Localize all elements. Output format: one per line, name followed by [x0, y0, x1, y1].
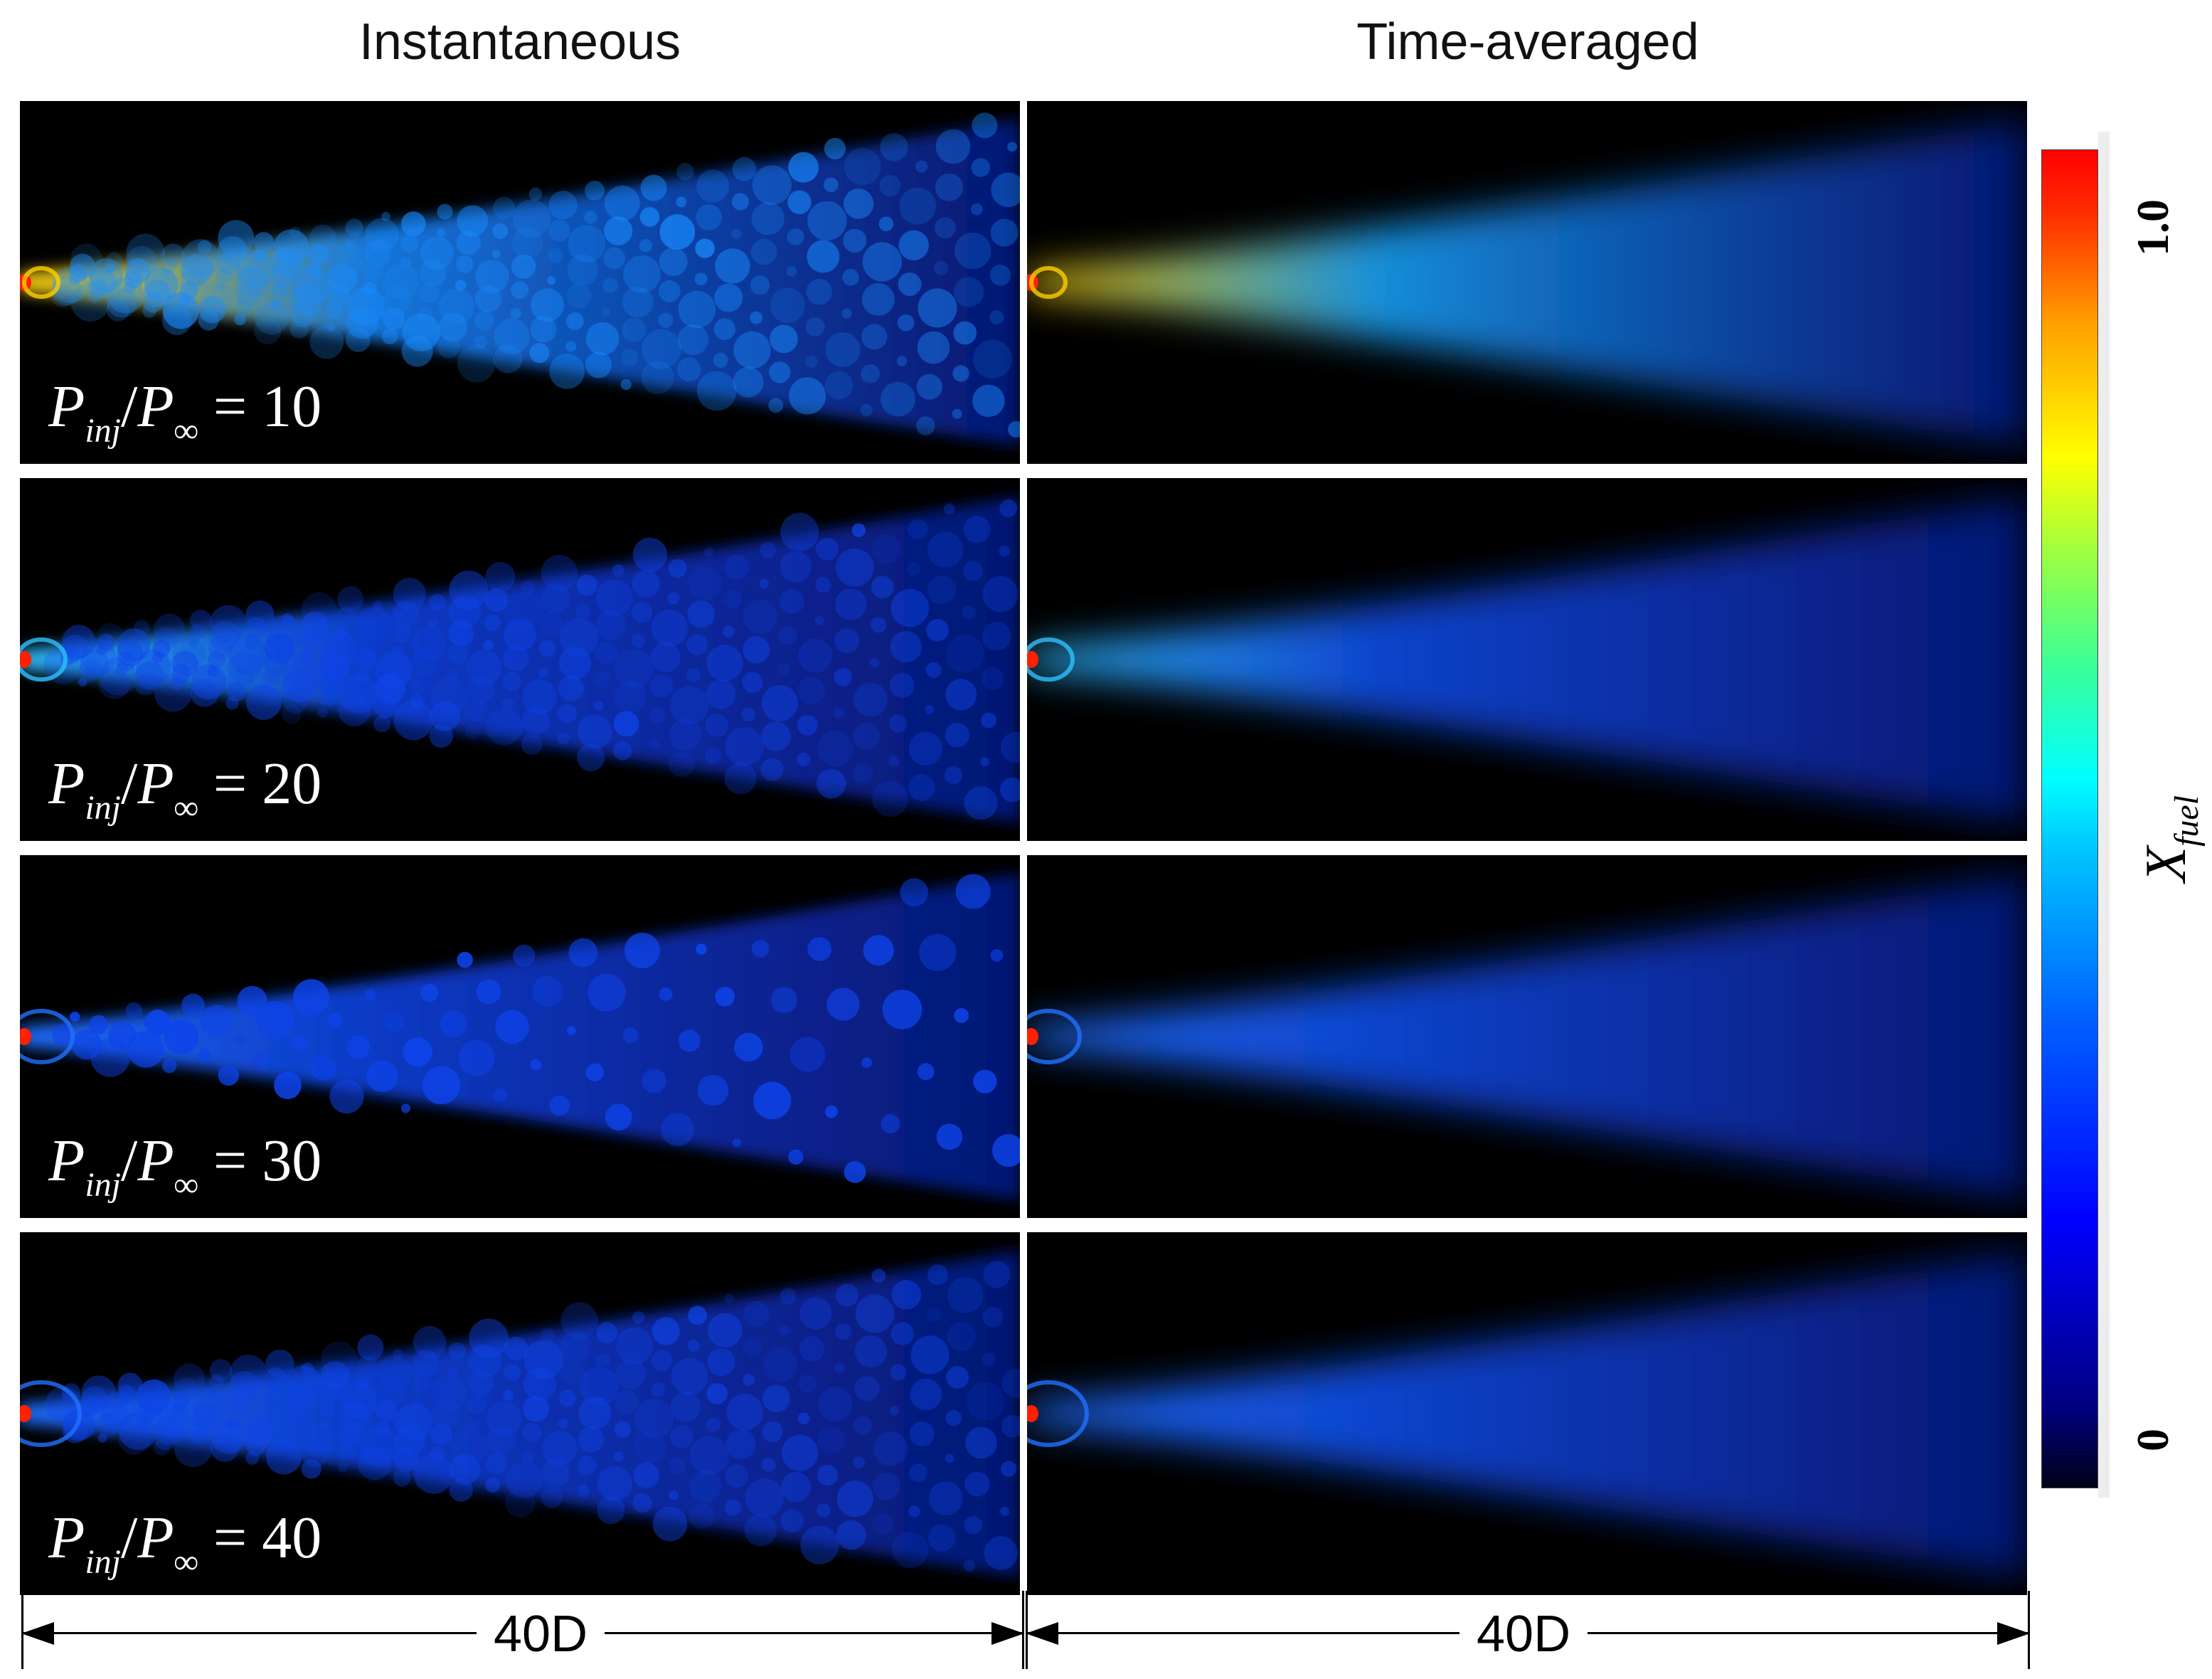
pressure-ratio-label: Pinj/P∞ = 30 [48, 1131, 321, 1202]
instantaneous-panel-4: Pinj/P∞ = 40 [20, 1232, 1020, 1595]
colorbar [2041, 149, 2098, 1488]
ratio-sub-inj: inj [85, 412, 121, 450]
ratio-equals: = [198, 1128, 262, 1194]
ratio-sub-inf: ∞ [174, 1166, 198, 1204]
ratio-p-inf: P [137, 751, 174, 817]
instantaneous-panel-3: Pinj/P∞ = 30 [20, 855, 1020, 1218]
instantaneous-panel-1: Pinj/P∞ = 10 [20, 101, 1020, 464]
plume-image [20, 478, 1020, 841]
ratio-value: 40 [262, 1505, 322, 1571]
ratio-value: 10 [262, 374, 322, 440]
ratio-p-inf: P [137, 1128, 174, 1194]
ratio-sub-inj: inj [85, 1543, 121, 1581]
time-averaged-panel-3 [1027, 855, 2027, 1218]
ratio-sub-inf: ∞ [174, 412, 198, 450]
ratio-slash: / [120, 751, 138, 817]
ratio-p-inf: P [137, 1505, 174, 1571]
ratio-sub-inj: inj [85, 789, 121, 827]
colorbar-title-main: X [2133, 846, 2198, 882]
ratio-sub-inj: inj [85, 1166, 121, 1204]
ratio-p-inf: P [137, 374, 174, 440]
plume-image [20, 855, 1020, 1218]
pressure-ratio-label: Pinj/P∞ = 20 [48, 754, 321, 825]
plume-image [1027, 478, 2027, 841]
colorbar-title-sub: fuel [2168, 795, 2206, 847]
colorbar-min-label: 0 [2127, 1429, 2178, 1451]
ratio-sub-inf: ∞ [174, 1543, 198, 1581]
colorbar-max-label: 1.0 [2127, 199, 2178, 256]
column-title-instantaneous: Instantaneous [358, 14, 681, 70]
ratio-equals: = [198, 751, 262, 817]
arrow-right-icon [991, 1622, 1024, 1645]
ratio-value: 20 [262, 751, 322, 817]
ratio-value: 30 [262, 1128, 322, 1194]
ratio-p-inj: P [48, 1128, 85, 1194]
plume-image [1027, 855, 2027, 1218]
plume-image [20, 101, 1020, 464]
ratio-p-inj: P [48, 751, 85, 817]
column-title-time-averaged: Time-averaged [1356, 14, 1699, 70]
colorbar-title: Xfuel [2132, 795, 2206, 882]
scalebar-right-label: 40D [1459, 1605, 1588, 1663]
plume-image [20, 1232, 1020, 1595]
scalebar-left: 40D [21, 1591, 1024, 1676]
plume-image [1027, 1232, 2027, 1595]
arrow-left-icon [1026, 1622, 1058, 1645]
ratio-sub-inf: ∞ [174, 789, 198, 827]
time-averaged-panel-2 [1027, 478, 2027, 841]
ratio-slash: / [120, 1128, 138, 1194]
plume-image [1027, 101, 2027, 464]
scalebar-left-label: 40D [477, 1605, 605, 1663]
scalebar-right: 40D [1026, 1591, 2030, 1676]
ratio-slash: / [120, 1505, 138, 1571]
arrow-right-icon [1997, 1622, 2030, 1645]
ratio-equals: = [198, 374, 262, 440]
instantaneous-panel-2: Pinj/P∞ = 20 [20, 478, 1020, 841]
colorbar-shadow [2098, 132, 2110, 1498]
pressure-ratio-label: Pinj/P∞ = 40 [48, 1508, 321, 1579]
ratio-p-inj: P [48, 374, 85, 440]
ratio-slash: / [120, 374, 138, 440]
ratio-equals: = [198, 1505, 262, 1571]
ratio-p-inj: P [48, 1505, 85, 1571]
pressure-ratio-label: Pinj/P∞ = 10 [48, 377, 321, 448]
arrow-left-icon [21, 1622, 54, 1645]
time-averaged-panel-4 [1027, 1232, 2027, 1595]
time-averaged-panel-1 [1027, 101, 2027, 464]
